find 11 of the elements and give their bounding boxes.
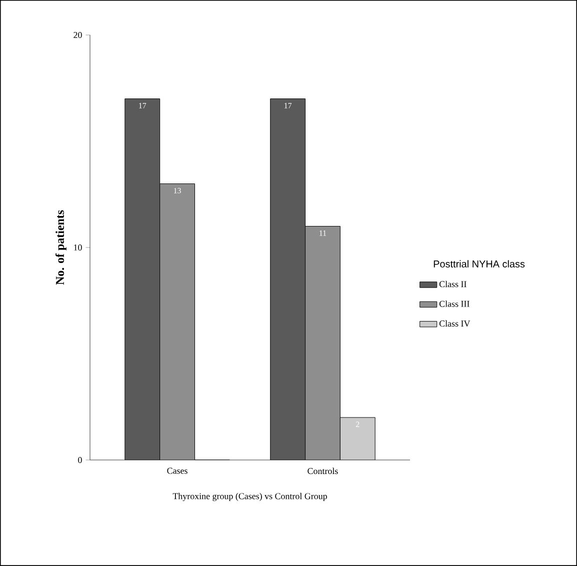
- x-tick-label: Cases: [167, 468, 188, 474]
- y-tick-label: 20: [74, 32, 82, 38]
- legend-label: Class III: [439, 300, 470, 307]
- legend-label: Class II: [439, 280, 466, 288]
- y-tick-label: 10: [74, 244, 82, 251]
- x-axis-title: Thyroxine group (Cases) vs Control Group: [172, 492, 327, 502]
- y-axis-title: No. of patients: [55, 210, 66, 285]
- y-tick-label: 0: [78, 456, 82, 464]
- legend-label: Class IV: [439, 320, 470, 327]
- x-tick-label: Controls: [308, 468, 338, 474]
- legend-title: Posttrial NYHA class: [434, 260, 525, 268]
